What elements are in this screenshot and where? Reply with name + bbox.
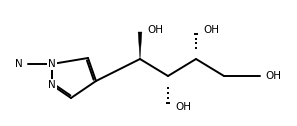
Polygon shape: [138, 32, 142, 59]
Text: OH: OH: [175, 102, 191, 112]
Text: OH: OH: [147, 25, 163, 35]
Text: OH: OH: [265, 71, 281, 81]
Text: OH: OH: [203, 25, 219, 35]
Text: N: N: [48, 80, 56, 90]
Text: N: N: [15, 59, 23, 69]
Text: N: N: [48, 59, 56, 69]
